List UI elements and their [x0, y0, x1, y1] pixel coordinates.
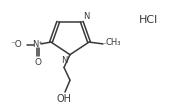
Text: HCl: HCl [138, 15, 158, 25]
Text: ⁻O: ⁻O [10, 40, 22, 49]
Text: O: O [35, 58, 41, 67]
Text: N⁺: N⁺ [33, 40, 43, 49]
Text: OH: OH [56, 94, 72, 104]
Text: methyl: methyl [104, 42, 109, 44]
Text: CH₃: CH₃ [105, 38, 121, 48]
Text: N: N [83, 12, 89, 21]
Text: N: N [62, 56, 68, 65]
